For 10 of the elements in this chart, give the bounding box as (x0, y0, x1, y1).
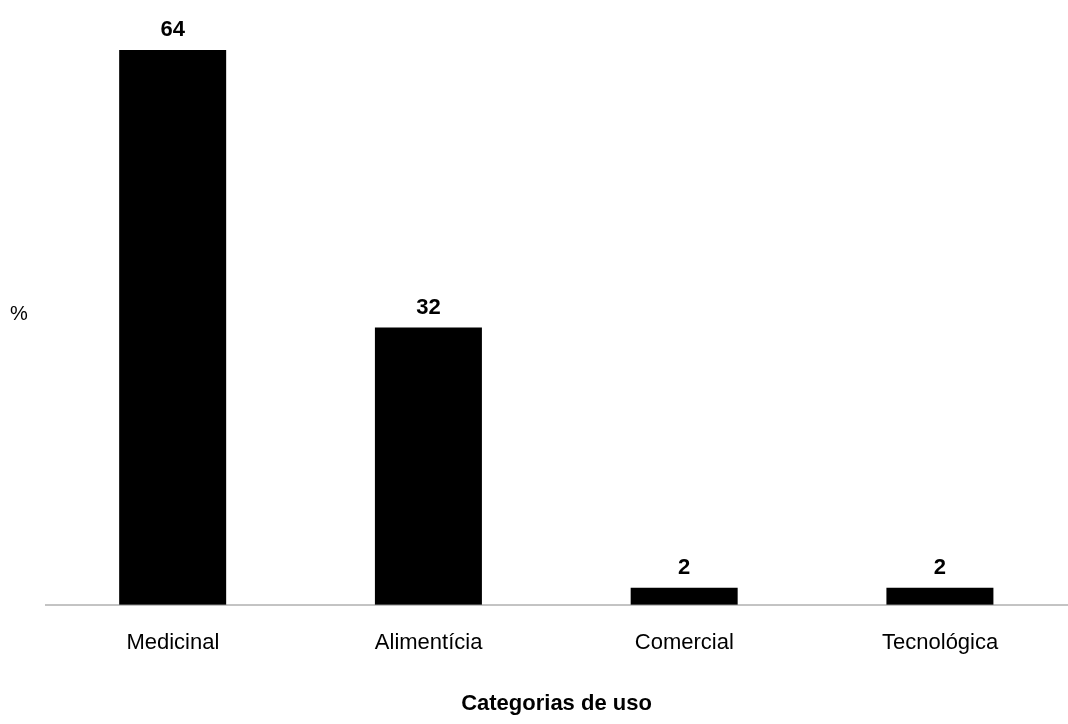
x-tick-label: Comercial (634, 628, 734, 654)
x-tick-label: Alimentícia (374, 628, 484, 654)
data-label: 64 (160, 16, 186, 41)
x-tick-label: Tecnológica (882, 628, 999, 654)
x-axis-title: Categorias de uso (461, 690, 652, 715)
data-label: 2 (678, 553, 691, 579)
x-tick-label: Medicinal (126, 628, 220, 654)
data-label: 32 (416, 293, 441, 319)
data-label: 2 (933, 553, 947, 579)
y-axis-title: % (10, 302, 28, 325)
